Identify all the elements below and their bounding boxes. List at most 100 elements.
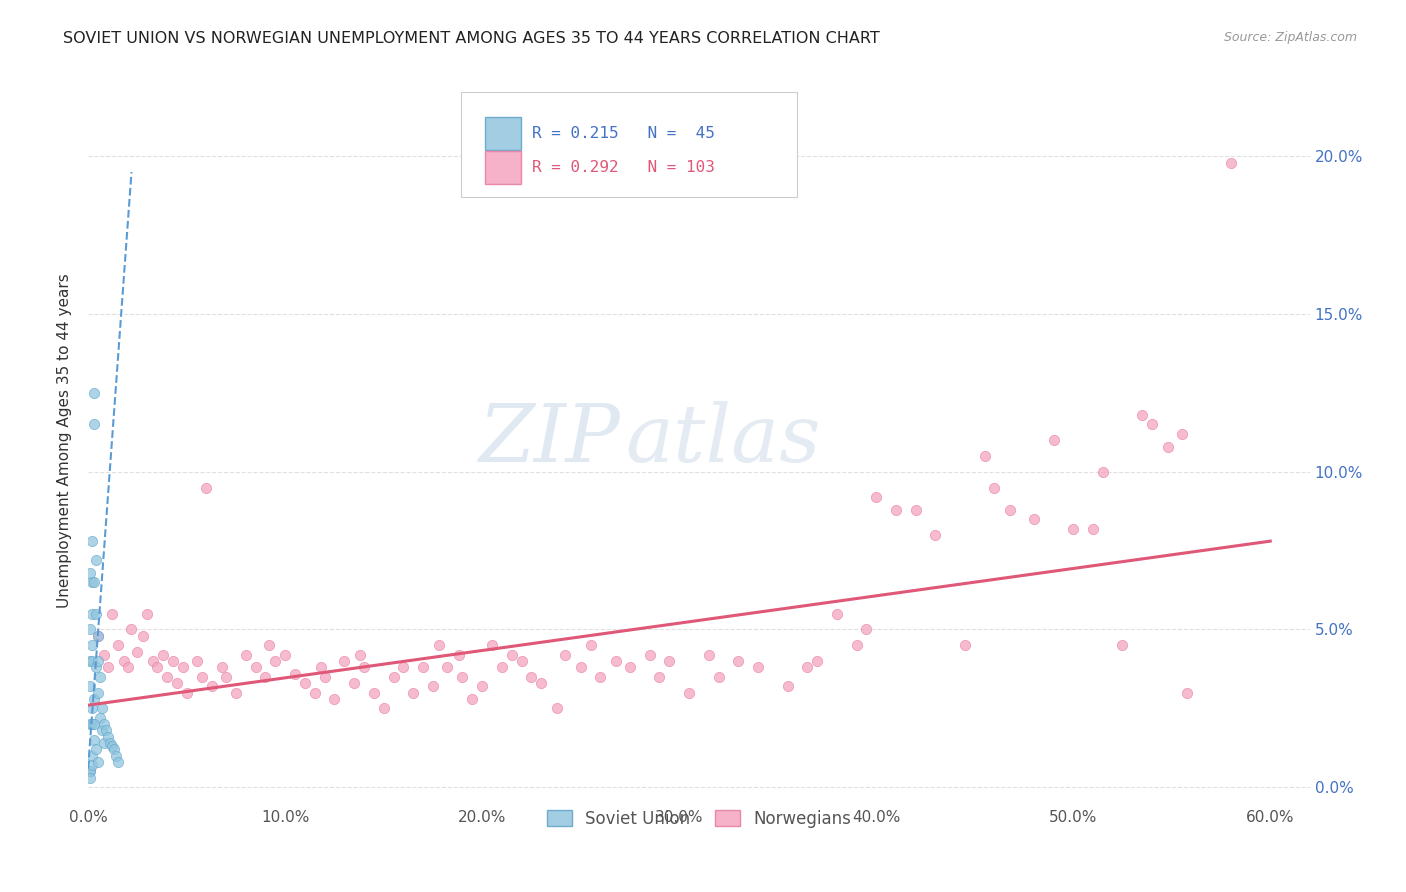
Point bbox=[924, 528, 946, 542]
Point bbox=[87, 629, 110, 643]
Point bbox=[546, 701, 568, 715]
Point bbox=[520, 670, 543, 684]
Point bbox=[983, 481, 1005, 495]
Point bbox=[80, 748, 103, 763]
Point bbox=[80, 638, 103, 652]
Point bbox=[98, 736, 121, 750]
Point bbox=[865, 490, 887, 504]
Point bbox=[973, 449, 995, 463]
Point bbox=[101, 739, 124, 754]
Point bbox=[117, 660, 139, 674]
Point bbox=[79, 679, 101, 693]
Point bbox=[101, 607, 124, 621]
Point bbox=[152, 648, 174, 662]
Point bbox=[1177, 685, 1199, 699]
Point bbox=[314, 670, 336, 684]
Point bbox=[619, 660, 641, 674]
Point bbox=[142, 654, 165, 668]
Point bbox=[79, 717, 101, 731]
Point bbox=[447, 648, 470, 662]
Point bbox=[1022, 512, 1045, 526]
Point bbox=[274, 648, 297, 662]
Point bbox=[127, 644, 149, 658]
Point bbox=[501, 648, 523, 662]
Point bbox=[884, 502, 907, 516]
Point bbox=[83, 417, 105, 432]
Text: ZIP: ZIP bbox=[478, 401, 620, 479]
Point bbox=[284, 666, 307, 681]
Point bbox=[107, 638, 129, 652]
Point bbox=[83, 575, 105, 590]
Point bbox=[1062, 522, 1084, 536]
Point bbox=[471, 679, 494, 693]
Point bbox=[451, 670, 474, 684]
Point bbox=[422, 679, 444, 693]
Point bbox=[87, 654, 110, 668]
Point bbox=[436, 660, 458, 674]
Point bbox=[323, 691, 346, 706]
Point bbox=[806, 654, 828, 668]
Point bbox=[855, 623, 877, 637]
Point bbox=[648, 670, 671, 684]
Point bbox=[146, 660, 169, 674]
Point bbox=[259, 638, 281, 652]
Point bbox=[343, 676, 366, 690]
Point bbox=[93, 648, 115, 662]
Point bbox=[953, 638, 976, 652]
Point bbox=[825, 607, 848, 621]
Point bbox=[93, 736, 115, 750]
Point bbox=[84, 660, 107, 674]
Text: SOVIET UNION VS NORWEGIAN UNEMPLOYMENT AMONG AGES 35 TO 44 YEARS CORRELATION CHA: SOVIET UNION VS NORWEGIAN UNEMPLOYMENT A… bbox=[63, 31, 880, 46]
Point bbox=[87, 685, 110, 699]
Point bbox=[589, 670, 612, 684]
Point bbox=[83, 691, 105, 706]
Point bbox=[87, 755, 110, 769]
Point bbox=[83, 385, 105, 400]
Point bbox=[491, 660, 513, 674]
Point bbox=[103, 742, 125, 756]
Text: Source: ZipAtlas.com: Source: ZipAtlas.com bbox=[1223, 31, 1357, 45]
Point bbox=[569, 660, 592, 674]
Point bbox=[80, 717, 103, 731]
Point bbox=[91, 701, 114, 715]
Point bbox=[83, 717, 105, 731]
Point bbox=[136, 607, 159, 621]
Point bbox=[107, 755, 129, 769]
Point bbox=[254, 670, 277, 684]
FancyBboxPatch shape bbox=[485, 151, 520, 184]
Point bbox=[84, 742, 107, 756]
Point bbox=[79, 566, 101, 580]
Point bbox=[80, 701, 103, 715]
Point bbox=[796, 660, 818, 674]
Point bbox=[112, 654, 135, 668]
Point bbox=[363, 685, 385, 699]
Point bbox=[554, 648, 576, 662]
Point bbox=[605, 654, 627, 668]
Point bbox=[225, 685, 247, 699]
Point bbox=[530, 676, 553, 690]
Point bbox=[84, 553, 107, 567]
Point bbox=[481, 638, 503, 652]
Point bbox=[904, 502, 927, 516]
Point bbox=[353, 660, 375, 674]
Point bbox=[79, 771, 101, 785]
Point bbox=[1111, 638, 1133, 652]
Text: R = 0.292   N = 103: R = 0.292 N = 103 bbox=[531, 160, 714, 175]
Point bbox=[156, 670, 179, 684]
Point bbox=[235, 648, 257, 662]
FancyBboxPatch shape bbox=[485, 117, 520, 151]
Point bbox=[176, 685, 198, 699]
Point bbox=[245, 660, 267, 674]
Point bbox=[89, 711, 111, 725]
Point bbox=[83, 732, 105, 747]
Point bbox=[80, 534, 103, 549]
Point bbox=[162, 654, 184, 668]
Point bbox=[658, 654, 681, 668]
Point bbox=[402, 685, 425, 699]
Point bbox=[998, 502, 1021, 516]
Point bbox=[79, 764, 101, 779]
Point bbox=[747, 660, 769, 674]
Point bbox=[97, 660, 120, 674]
FancyBboxPatch shape bbox=[461, 92, 797, 197]
Point bbox=[264, 654, 287, 668]
